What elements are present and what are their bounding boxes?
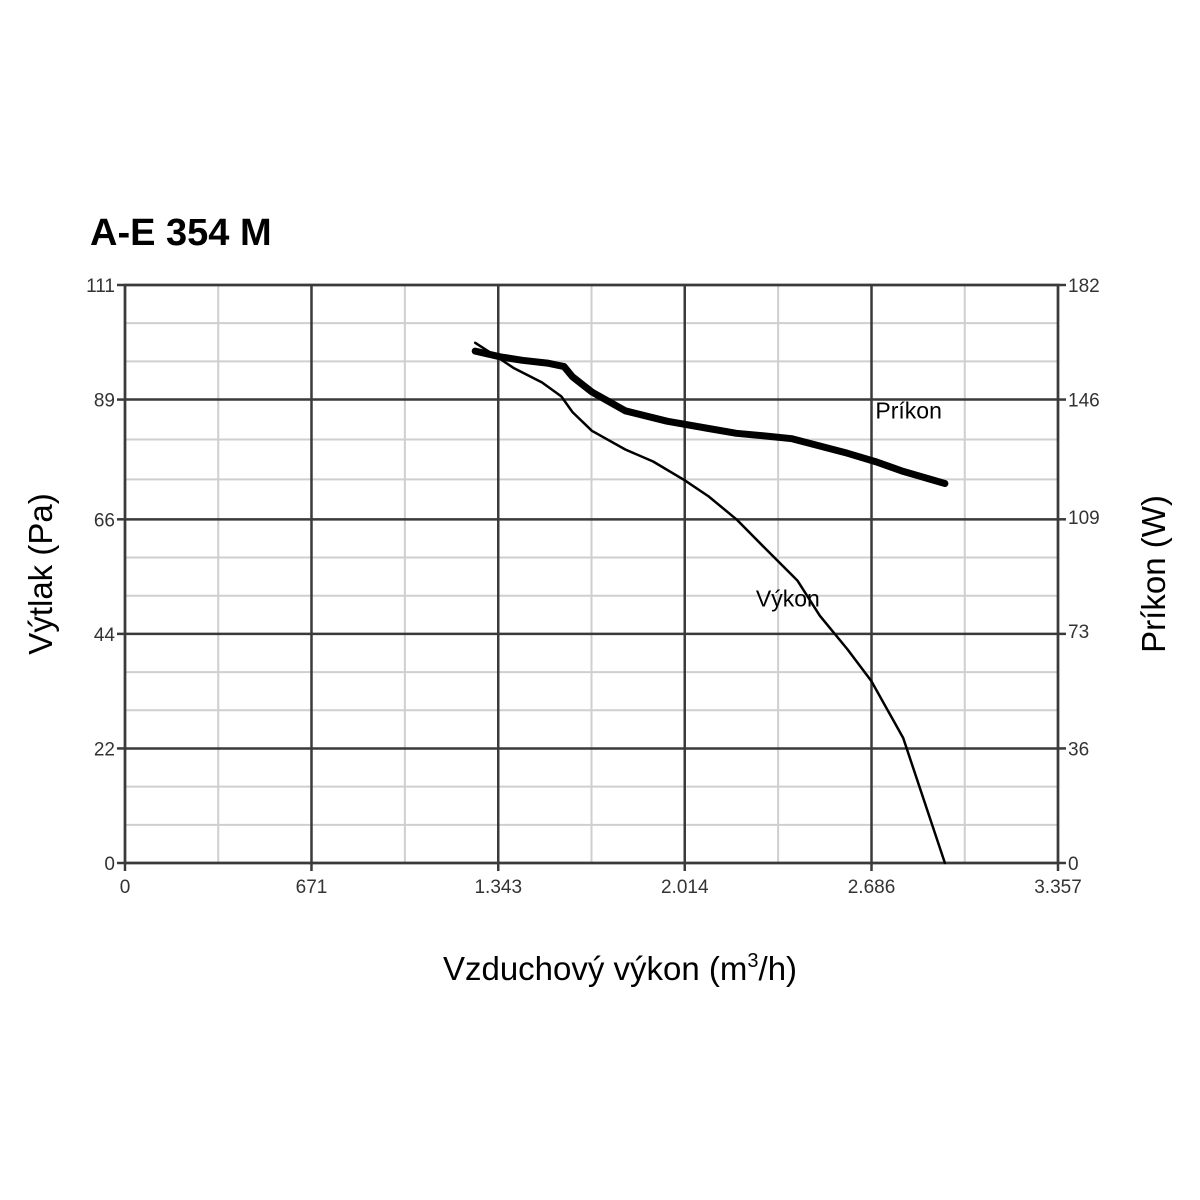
grid-minor bbox=[125, 285, 1058, 863]
x-axis-label-sup: 3 bbox=[747, 950, 758, 972]
x-tick-label: 2.686 bbox=[848, 877, 896, 898]
annotation-layer: Príkon Výkon bbox=[756, 397, 942, 611]
x-tick-label: 0 bbox=[120, 877, 131, 898]
x-tick-label: 3.357 bbox=[1034, 877, 1082, 898]
y-tick-label: 22 bbox=[94, 739, 115, 760]
x-axis-label-tail: /h) bbox=[759, 950, 798, 987]
series-line-vykon bbox=[473, 341, 947, 865]
y2-axis-label: Príkon (W) bbox=[1135, 495, 1172, 653]
x-tick-labels: 0 671 1.343 2.014 2.686 3.357 bbox=[120, 877, 1082, 898]
y-tick-label: 89 bbox=[94, 391, 115, 412]
plot-frame bbox=[123, 283, 1060, 865]
series-line-prikon bbox=[471, 347, 949, 487]
y2-tick-label: 36 bbox=[1068, 740, 1089, 761]
y2-tick-label: 146 bbox=[1068, 390, 1100, 411]
y-tick-label: 44 bbox=[94, 625, 116, 646]
grid-major bbox=[117, 283, 1066, 871]
y-tick-label: 111 bbox=[86, 276, 115, 297]
y2-tick-label: 0 bbox=[1068, 854, 1079, 875]
x-axis-label: Vzduchový výkon (m3/h) bbox=[443, 950, 797, 987]
x-axis-label-main: Vzduchový výkon (m bbox=[443, 950, 747, 987]
y2-tick-label: 73 bbox=[1068, 622, 1089, 643]
y-tick-label: 0 bbox=[104, 854, 115, 875]
y2-tick-labels: 0 36 73 109 146 182 bbox=[1068, 276, 1100, 875]
x-tick-label: 671 bbox=[296, 877, 328, 898]
x-tick-label: 1.343 bbox=[474, 877, 522, 898]
y-tick-label: 66 bbox=[94, 510, 115, 531]
y-axis-label: Výtlak (Pa) bbox=[22, 493, 59, 654]
x-tick-label: 2.014 bbox=[661, 877, 709, 898]
series-label-prikon: Príkon bbox=[875, 397, 941, 423]
y2-tick-label: 109 bbox=[1068, 508, 1100, 529]
y-tick-labels: 0 22 44 66 89 111 bbox=[86, 276, 115, 875]
series-label-vykon: Výkon bbox=[756, 585, 820, 611]
chart-title: A-E 354 M bbox=[90, 212, 272, 254]
series-layer bbox=[471, 341, 949, 865]
y2-tick-label: 182 bbox=[1068, 276, 1100, 297]
